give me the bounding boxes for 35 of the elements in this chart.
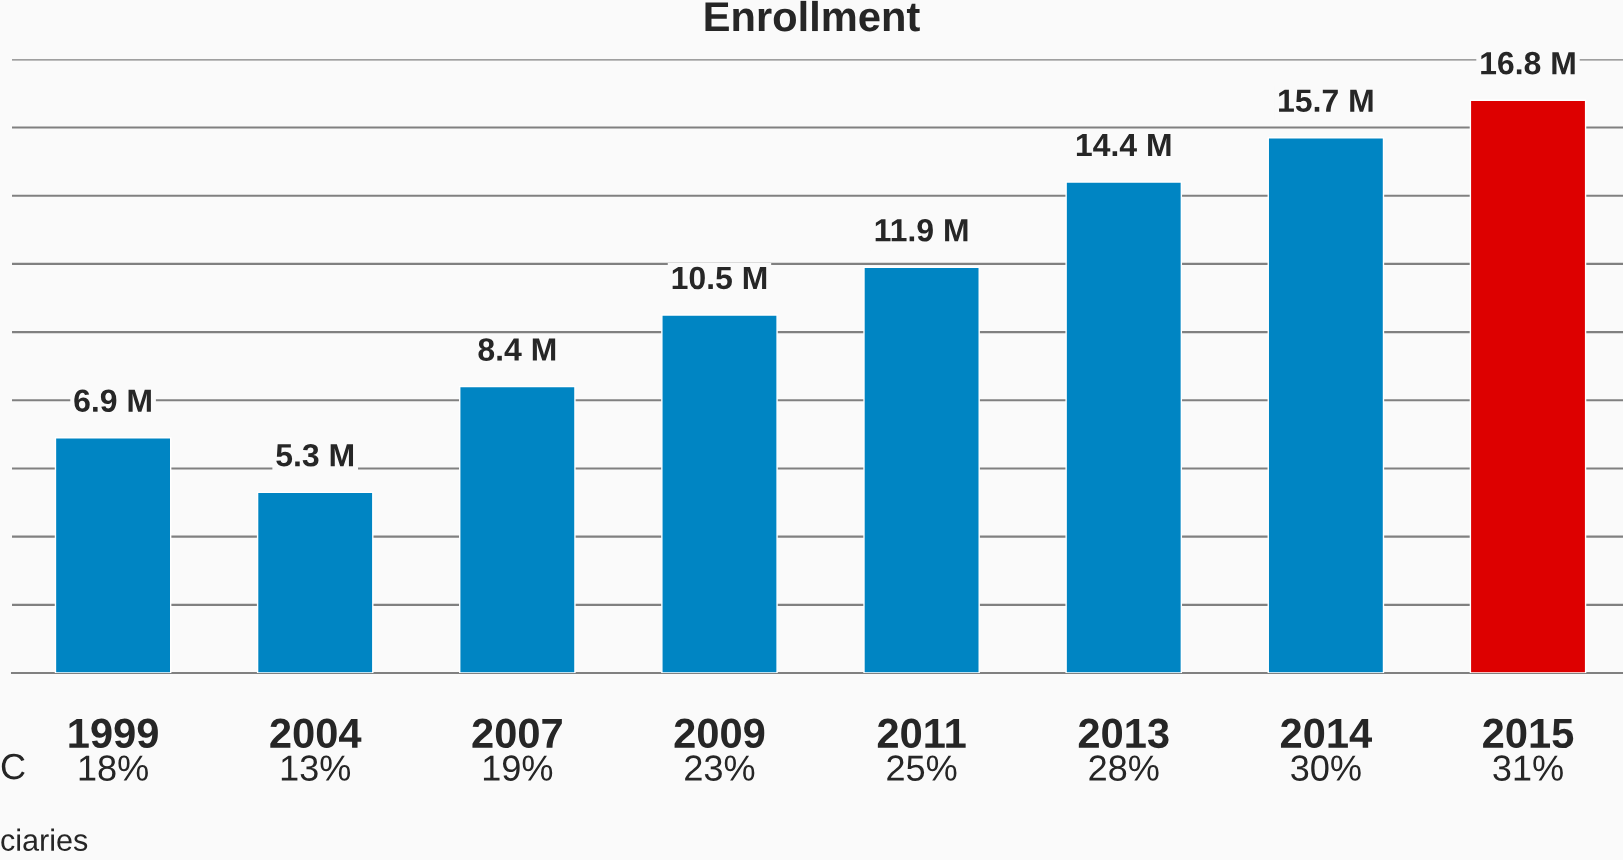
bar (863, 266, 980, 674)
text: 25% (887, 755, 957, 781)
x-tick-label: 2015 (1483, 718, 1574, 749)
bar (54, 437, 172, 674)
x-tick-label: 2007 (472, 718, 562, 749)
bar (661, 314, 778, 674)
data-label: 6.9 M (74, 389, 151, 413)
text: 19% (483, 755, 553, 781)
data-label: 8.4 M (478, 338, 556, 361)
text: 30% (1291, 755, 1361, 781)
text: 23% (685, 755, 755, 781)
bar (1469, 99, 1587, 674)
data-label: 15.7 M (1279, 89, 1373, 112)
text: ciaries (1, 828, 88, 851)
x-tick-label: 2013 (1078, 718, 1169, 749)
data-label: 11.9 M (875, 218, 968, 242)
x-tick-label: 2014 (1280, 718, 1372, 749)
data-label: 16.8 M (1481, 51, 1575, 75)
x-tick-label: 2004 (270, 718, 362, 749)
data-label: 10.5 M (672, 266, 767, 290)
bar (1267, 137, 1385, 674)
text: 13% (281, 755, 351, 781)
bar (459, 385, 576, 674)
data-label: 14.4 M (1076, 134, 1171, 157)
data-label: 5.3 M (276, 443, 354, 467)
bar (1065, 181, 1183, 674)
x-tick-label: 1999 (69, 718, 158, 749)
text: C (1, 753, 25, 780)
text: 28% (1089, 755, 1159, 781)
bar (256, 491, 374, 674)
text: 31% (1493, 755, 1563, 781)
text: 18% (79, 755, 148, 781)
chart-title: Enrollment (705, 0, 920, 32)
x-tick-label: 2011 (877, 718, 966, 749)
x-tick-label: 2009 (674, 718, 765, 749)
